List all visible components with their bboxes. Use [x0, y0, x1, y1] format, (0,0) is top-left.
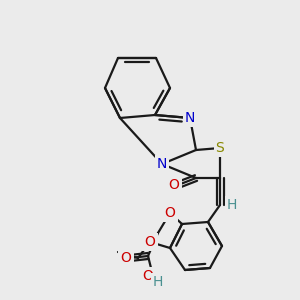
Text: N: N — [185, 111, 195, 125]
Text: O: O — [169, 178, 179, 192]
Text: O: O — [142, 269, 153, 283]
Text: H: H — [153, 275, 163, 289]
Text: H: H — [227, 198, 237, 212]
Text: O: O — [165, 206, 176, 220]
Text: O: O — [145, 235, 155, 249]
Text: S: S — [216, 141, 224, 155]
Text: O: O — [121, 251, 131, 265]
Text: N: N — [157, 157, 167, 171]
